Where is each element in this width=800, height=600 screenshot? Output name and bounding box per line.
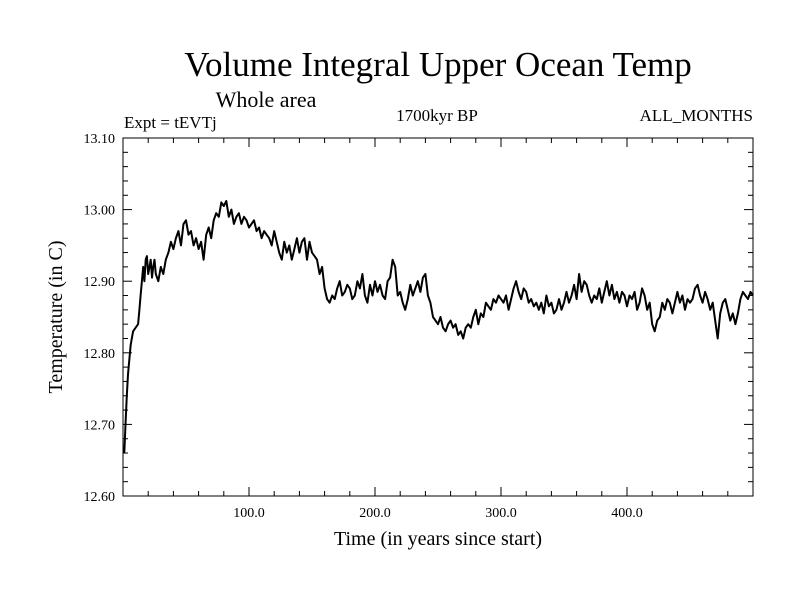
x-tick-label: 300.0	[485, 506, 517, 521]
plot-frame	[122, 137, 754, 497]
x-tick-label: 100.0	[233, 506, 265, 521]
x-axis: 100.0 200.0 300.0 400.0	[147, 138, 729, 521]
chart-subtitle: Whole area	[216, 87, 317, 112]
y-tick-label: 12.60	[84, 490, 116, 505]
y-axis: 12.60 12.70 12.80 12.90 13.00 13.10	[84, 132, 753, 505]
series-line-temperature	[123, 200, 754, 454]
months-label: ALL_MONTHS	[640, 106, 753, 125]
series-layer	[123, 200, 754, 454]
chart-title: Volume Integral Upper Ocean Temp	[184, 45, 691, 84]
y-tick-label: 12.70	[84, 418, 116, 433]
x-axis-label: Time (in years since start)	[334, 528, 542, 550]
y-axis-label: Temperature (in C)	[45, 241, 67, 394]
expt-label: Expt = tEVTj	[124, 113, 217, 132]
x-tick-label: 400.0	[611, 506, 643, 521]
y-tick-label: 12.90	[84, 275, 116, 290]
y-tick-label: 13.10	[84, 132, 116, 147]
x-tick-label: 200.0	[359, 506, 391, 521]
y-tick-label: 13.00	[84, 204, 116, 219]
y-tick-label: 12.80	[84, 347, 116, 362]
period-label: 1700kyr BP	[396, 106, 478, 125]
